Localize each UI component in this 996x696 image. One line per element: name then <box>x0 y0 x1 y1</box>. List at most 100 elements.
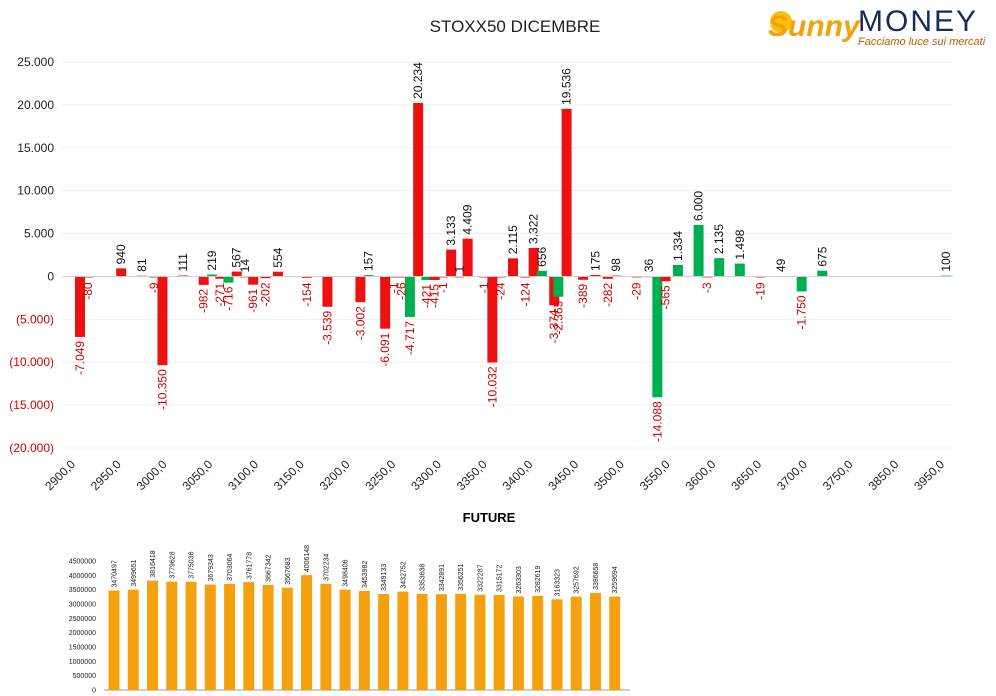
main-bar <box>553 276 564 297</box>
future-bar <box>281 587 293 690</box>
main-data-label: -716 <box>221 286 235 310</box>
main-bar <box>734 263 745 277</box>
main-bar <box>231 271 242 277</box>
main-bar <box>652 276 663 398</box>
main-data-label: 4.409 <box>461 204 475 234</box>
main-data-label: 940 <box>114 244 128 264</box>
main-bar <box>578 276 589 280</box>
main-data-label: -1 <box>386 282 400 293</box>
main-data-label: -124 <box>518 282 532 306</box>
future-data-label: 3679343 <box>208 554 215 581</box>
main-gridlines <box>62 61 953 449</box>
main-bar <box>693 224 704 277</box>
main-data-label: -14.088 <box>650 401 664 442</box>
main-data-label: 1.498 <box>733 229 747 259</box>
main-bar <box>116 268 127 277</box>
future-y-tick-label: 3500000 <box>69 587 96 594</box>
main-data-label: 157 <box>362 251 376 271</box>
future-data-label: 3453982 <box>362 561 369 588</box>
future-data-label: 4006148 <box>304 545 311 572</box>
future-data-label: 3353638 <box>420 564 427 591</box>
main-data-label: -1 <box>436 282 450 293</box>
main-x-tick-label: 3700,0 <box>774 457 810 493</box>
main-data-label: -24 <box>494 282 508 300</box>
main-data-label: -415 <box>428 284 442 308</box>
future-bar <box>474 594 486 690</box>
main-chart-title: STOXX50 DICEMBRE <box>430 17 601 36</box>
main-bar <box>817 270 828 277</box>
main-bar <box>206 274 217 277</box>
future-y-tick-label: 2500000 <box>69 616 96 623</box>
main-data-label: -7.049 <box>73 341 87 375</box>
future-y-axis: 4500000 4000000 3500000 3000000 2500000 20000… <box>69 559 96 695</box>
main-x-tick-label: 3450,0 <box>545 457 581 493</box>
main-data-label: -26 <box>395 282 409 300</box>
future-bar <box>320 583 332 690</box>
future-data-label: 3386658 <box>593 563 600 590</box>
main-data-label: 1 <box>452 265 466 272</box>
future-y-tick-label: 0 <box>92 688 96 695</box>
main-data-label: -565 <box>659 285 673 309</box>
main-data-label: 20.234 <box>411 62 425 99</box>
main-data-label: 98 <box>609 258 623 272</box>
future-bar <box>262 584 274 690</box>
future-data-label: 3498406 <box>343 559 350 586</box>
future-data-label: 3499651 <box>131 559 138 586</box>
main-data-label: -202 <box>259 282 273 306</box>
main-bar <box>508 258 518 277</box>
future-y-tick-label: 2000000 <box>69 630 96 637</box>
future-bar <box>301 575 313 690</box>
main-data-label: -80 <box>81 282 95 300</box>
main-data-label: 36 <box>642 258 656 272</box>
main-y-tick-label: 20.000 <box>17 98 54 112</box>
future-bar <box>512 596 524 690</box>
future-bar <box>243 582 255 690</box>
main-data-label: 675 <box>815 246 829 266</box>
future-data-label: 3775036 <box>189 551 196 578</box>
logo-brand-a: Sunny <box>768 10 861 43</box>
main-data-label: 81 <box>135 258 149 272</box>
main-y-axis: 25.000 20.000 15.000 10.000 5.000 0 (5.000) (10… <box>9 55 54 455</box>
main-data-label: 19.536 <box>560 68 574 105</box>
main-y-tick-label: (5.000) <box>16 312 54 326</box>
main-bar <box>446 249 457 277</box>
main-bar <box>660 276 671 282</box>
future-data-label: 3470497 <box>112 560 119 587</box>
future-bar <box>609 596 621 690</box>
main-x-tick-label: 3200,0 <box>317 457 353 493</box>
main-x-tick-label: 3100,0 <box>225 457 261 493</box>
main-data-label: 175 <box>588 251 602 271</box>
future-data-label: 3282619 <box>535 566 542 593</box>
future-data-label: 3567683 <box>285 557 292 584</box>
main-bar <box>520 276 531 278</box>
logo-tagline: Facciamo luce sui mercati <box>858 36 986 48</box>
main-data-label: -1.750 <box>795 295 809 329</box>
future-y-tick-label: 1500000 <box>69 645 96 652</box>
main-bar <box>355 276 366 303</box>
future-bar <box>166 581 178 690</box>
main-bar <box>198 276 209 285</box>
main-data-label: 49 <box>774 258 788 272</box>
main-data-label: -3 <box>700 282 714 293</box>
main-bar <box>380 276 391 329</box>
main-y-tick-label: 0 <box>47 269 54 283</box>
main-y-tick-label: (15.000) <box>9 398 54 412</box>
main-y-tick-label: (20.000) <box>9 441 54 455</box>
main-data-label: -10.350 <box>155 369 169 410</box>
future-bar <box>570 596 582 690</box>
main-bar <box>590 274 601 277</box>
main-x-tick-label: 3950,0 <box>911 457 947 493</box>
main-data-label: 6.000 <box>692 191 706 221</box>
main-data-label: -271 <box>213 282 227 306</box>
main-data-label: -154 <box>300 282 314 306</box>
main-x-axis: 2900,0 2950,0 3000,0 3050,0 3100,0 3150,0 3200… <box>42 457 947 493</box>
main-bar <box>215 276 226 279</box>
main-y-tick-label: (10.000) <box>9 355 54 369</box>
main-bar <box>536 270 547 277</box>
logo-brand-b: MONEY <box>858 5 978 38</box>
future-y-tick-label: 500000 <box>73 673 96 680</box>
main-bar <box>413 102 424 277</box>
future-data-label: 3667342 <box>266 555 273 582</box>
main-data-label: -282 <box>601 283 615 307</box>
